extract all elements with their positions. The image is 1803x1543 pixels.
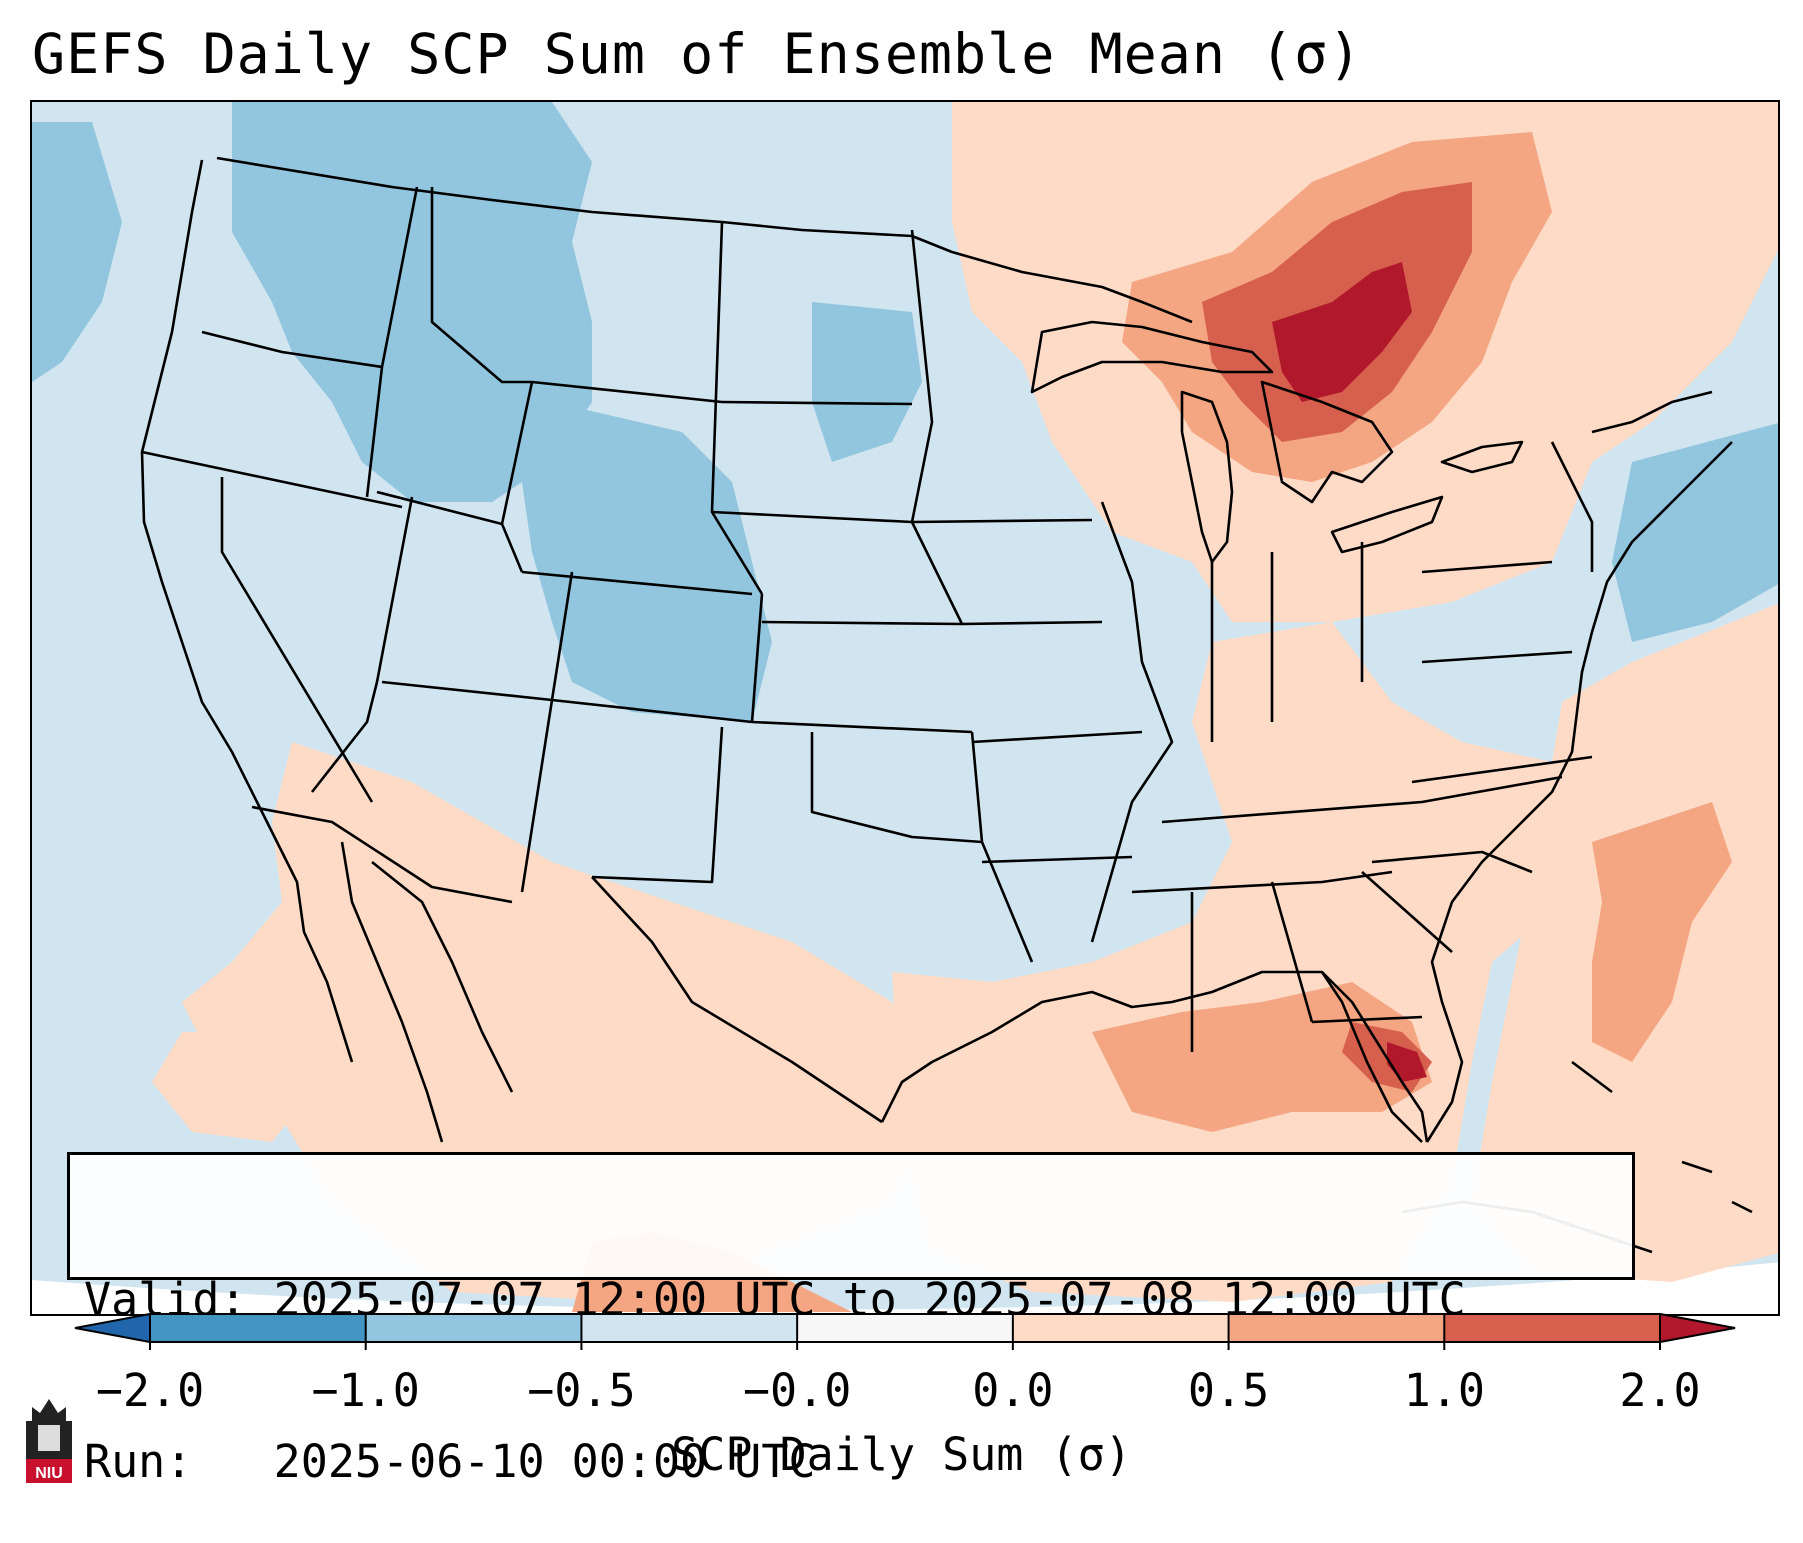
line-ok-tx (810, 732, 983, 844)
run-value: 2025-06-10 00:00 UTC (273, 1435, 816, 1488)
lake-michigan (1180, 390, 1234, 564)
canada-border (216, 156, 1193, 324)
colorbar-tick-label: 0.0 (972, 1364, 1054, 1417)
line-va-nc (1411, 755, 1593, 784)
lake-huron (1260, 380, 1394, 504)
east-coast (1425, 441, 1733, 1143)
line-mt-wy (531, 380, 723, 404)
anomaly-area-northwest-atlantic (1612, 423, 1778, 642)
line-ne-ks (761, 620, 963, 626)
line-ar-la (981, 855, 1133, 864)
projection-edge (32, 1262, 1778, 1314)
colorbar-bin (365, 1314, 582, 1342)
logo-band (26, 1459, 72, 1483)
line-ga-sc (1361, 871, 1453, 953)
line-ky-tn (1161, 775, 1563, 824)
colorbar-bin (1228, 1314, 1445, 1342)
colorbar-tick-label: −0.0 (742, 1364, 852, 1417)
colorbar-tick-label: −0.5 (527, 1364, 636, 1417)
line-al-ga (1270, 881, 1314, 1023)
line-ia-mo (961, 620, 1103, 626)
florida-coast (1320, 971, 1423, 1143)
colorbar-bin (797, 1314, 1014, 1342)
line-tn-south (1131, 870, 1393, 894)
line-pa-ny (1421, 560, 1553, 574)
colorbar-tick-marks (149, 1314, 1661, 1350)
colorbar-bin (150, 1314, 367, 1342)
line-mississippi (1090, 501, 1174, 943)
anomaly-area-gulf-southeast (892, 622, 1592, 1302)
anomaly-area-central-rockies (522, 402, 772, 722)
islands-east (1681, 1160, 1753, 1214)
colorbar-under-arrow (74, 1312, 151, 1344)
line-wa-or (201, 330, 383, 369)
line-ny-east (1550, 441, 1594, 572)
line-or-ca (141, 450, 403, 509)
line-wy-west (500, 381, 534, 573)
line-nv (310, 496, 414, 793)
lake-superior (1030, 320, 1274, 394)
line-co-ks (750, 593, 764, 723)
line-sd-ne (711, 510, 913, 524)
colorbar-bin (1444, 1314, 1661, 1342)
line-dakotas-east (910, 229, 964, 625)
line-ks-ok (751, 720, 973, 734)
line-az-nm (520, 699, 554, 893)
scp-anomaly-map (32, 102, 1778, 1314)
line-wy-co (521, 570, 753, 596)
colorbar (74, 1312, 1736, 1350)
anomaly-area-plains-north (812, 302, 922, 462)
line-ca-az-border (251, 805, 513, 904)
west-coast (140, 159, 354, 1063)
map-panel (30, 100, 1780, 1316)
line-ut-top (376, 490, 503, 526)
mexico-west-coast (371, 860, 514, 1093)
line-ut-co (550, 571, 574, 701)
baja-coast (340, 841, 444, 1143)
validity-info-box: Valid: 2025-07-07 12:00 UTC to 2025-07-0… (67, 1152, 1635, 1488)
line-co-nm (551, 698, 753, 724)
run-label: Run: (84, 1435, 193, 1488)
line-mn-ia (911, 518, 1093, 524)
anomaly-area-pacific-northwest-sea (32, 122, 122, 382)
anomaly-area-atlantic-1 (1592, 802, 1732, 1062)
line-ut-az (381, 680, 553, 702)
lake-erie (1330, 495, 1444, 554)
line-mt-id (430, 187, 532, 384)
line-ok-ar (970, 731, 1034, 963)
line-nd-sd (721, 400, 913, 406)
niu-logo: NIU (26, 1399, 72, 1483)
colorbar-tick-label: −1.0 (311, 1364, 420, 1417)
colorbar-bin (1012, 1314, 1230, 1342)
line-nm-east (591, 726, 724, 884)
run-line: Run: 2025-06-10 00:00 UTC (84, 1435, 1618, 1489)
line-nc-sc (1371, 850, 1533, 874)
line-idaho-west (365, 186, 419, 498)
line-new-england (1591, 390, 1713, 434)
colorbar-bins (150, 1314, 1661, 1342)
colorbar-bin (581, 1314, 798, 1342)
line-ga-fl (1311, 1015, 1423, 1024)
state-borders (140, 156, 1733, 1143)
colorbar-tick-label: 1.0 (1403, 1364, 1485, 1417)
colorbar-tick-label: −2.0 (95, 1364, 205, 1417)
lake-ontario (1440, 440, 1524, 474)
line-tx-west (591, 876, 883, 1124)
logo-windows (38, 1425, 60, 1451)
bahamas (1571, 1060, 1613, 1094)
logo-text: NIU (35, 1465, 63, 1482)
colorbar-tick-label: 0.5 (1187, 1364, 1270, 1417)
map-title: GEFS Daily SCP Sum of Ensemble Mean (σ) (32, 22, 1363, 86)
anomaly-area-great-lakes-2 (1272, 262, 1412, 402)
line-ca-nv (220, 477, 374, 803)
colorbar-label: SCP Daily Sum (σ) (671, 1428, 1132, 1481)
colorbar-over-arrow (1659, 1312, 1736, 1344)
colorbar-tick-label: 2.0 (1619, 1364, 1701, 1417)
anomaly-area-pacific-offshore-south (152, 1032, 312, 1142)
line-pa-south (1421, 650, 1573, 664)
line-dakotas-west (710, 221, 764, 595)
line-mo-ar (971, 730, 1143, 744)
